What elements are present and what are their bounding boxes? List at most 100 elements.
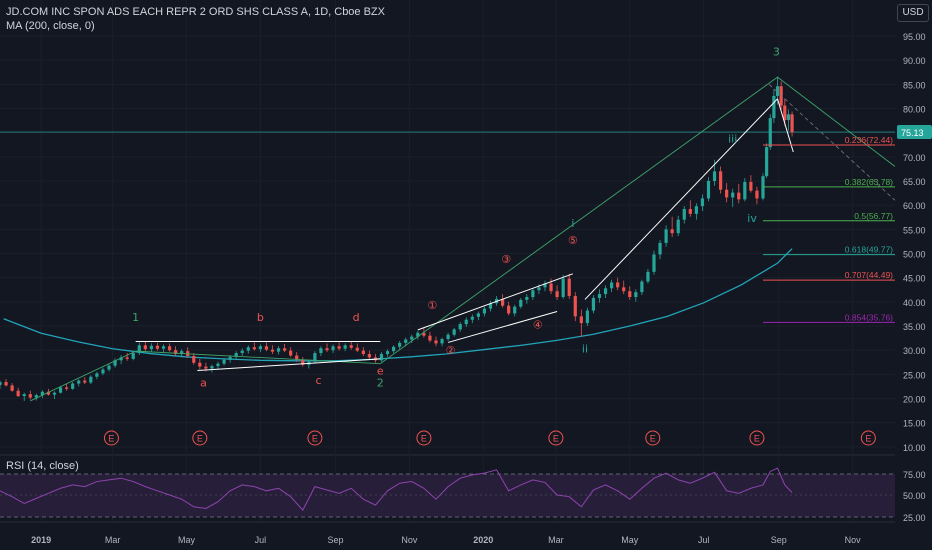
candle-body: [634, 292, 638, 297]
time-tick-label: Nov: [845, 535, 862, 545]
time-tick-label: Mar: [548, 535, 564, 545]
candle-body: [58, 387, 63, 393]
price-tick-label: 95.00: [903, 32, 926, 42]
candle-body: [167, 346, 172, 351]
ma-200-line: [3, 248, 793, 362]
time-tick-label: Jul: [255, 535, 267, 545]
wave-label: ⑤: [568, 234, 578, 247]
candle-body: [749, 181, 753, 191]
wave-label: c: [315, 374, 321, 387]
candle-body: [198, 362, 202, 367]
candle-body: [688, 209, 692, 214]
wave-annotations: [30, 76, 896, 402]
price-tick-label: 55.00: [903, 225, 926, 235]
fib-level-label: 0.707(44.49): [845, 270, 893, 280]
candle-body: [452, 329, 456, 335]
candle-body: [573, 296, 577, 317]
candle-body: [549, 283, 553, 292]
price-tick-label: 30.00: [903, 346, 926, 356]
candle-body: [434, 340, 438, 344]
candle-body: [700, 198, 705, 207]
candle-body: [216, 363, 220, 367]
price-tick-label: 60.00: [903, 201, 926, 211]
earnings-marker-label: E: [650, 434, 656, 444]
earnings-marker: [103, 430, 119, 446]
rsi-tick-label: 25.00: [903, 513, 926, 523]
earnings-marker: [192, 430, 208, 446]
wave-label: 3: [773, 45, 780, 58]
candle-body: [0, 382, 2, 385]
earnings-marker-label: E: [553, 434, 559, 444]
candle-body: [289, 350, 293, 356]
candle-body: [404, 339, 408, 343]
candle-body: [470, 316, 474, 320]
price-axis-area: [895, 0, 932, 550]
earnings-markers: EEEEEEEEE: [103, 430, 876, 446]
earnings-marker-label: E: [754, 434, 760, 444]
candle-body: [597, 294, 602, 298]
candle-body: [416, 332, 420, 337]
wave-label: ii: [582, 343, 588, 356]
candle-body: [228, 356, 232, 360]
candle-body: [543, 283, 547, 288]
candle-body: [119, 357, 123, 361]
price-tick-label: 90.00: [903, 56, 926, 66]
earnings-marker-label: E: [197, 434, 203, 444]
candle-body: [712, 171, 717, 181]
time-tick-label: Sep: [327, 535, 343, 545]
time-tick-label: May: [621, 535, 639, 545]
candle-body: [22, 394, 26, 397]
wave-label: ③: [501, 253, 511, 266]
candle-body: [355, 347, 359, 351]
candle-body: [240, 350, 244, 354]
candle-body: [258, 346, 262, 350]
candle-body: [40, 391, 44, 396]
price-tick-label: 80.00: [903, 105, 926, 115]
last-price-label: 75.13: [901, 128, 924, 138]
wave-label: iii: [728, 132, 737, 145]
earnings-marker: [307, 430, 323, 446]
candle-body: [77, 380, 81, 384]
time-tick-label: 2020: [473, 535, 493, 545]
candle-body: [694, 206, 698, 214]
candle-body: [16, 390, 20, 397]
earnings-marker-label: E: [865, 434, 871, 444]
ma-legend: MA (200, close, 0): [6, 20, 95, 32]
candle-body: [192, 355, 196, 363]
wedge-upper-line: [417, 273, 574, 331]
time-tick-label: Jul: [698, 535, 710, 545]
earnings-marker: [645, 430, 661, 446]
candle-body: [488, 303, 493, 309]
candle-body: [410, 336, 414, 340]
candle-body: [95, 373, 99, 377]
candle-body: [652, 254, 656, 272]
candle-body: [125, 357, 129, 359]
candle-body: [482, 308, 487, 314]
candle-body: [640, 281, 644, 293]
earnings-marker-label: E: [421, 434, 427, 444]
candle-body: [246, 347, 250, 351]
triangle-lower-line: [197, 358, 381, 371]
earnings-marker: [749, 430, 765, 446]
candle-body: [772, 95, 776, 119]
currency-selector[interactable]: USD: [897, 4, 929, 22]
candle-body: [71, 383, 75, 389]
candle-body: [790, 114, 794, 133]
time-tick-label: May: [178, 535, 196, 545]
candle-body: [361, 350, 365, 355]
price-tick-label: 45.00: [903, 274, 926, 284]
candle-body: [349, 345, 353, 348]
fib-level-label: 0.854(35.76): [845, 312, 893, 322]
wave-label: ①: [427, 299, 437, 312]
candle-body: [561, 278, 565, 297]
candle-body: [525, 297, 529, 300]
candle-body: [768, 118, 772, 148]
candle-body: [392, 346, 396, 352]
candle-body: [519, 299, 523, 307]
rsi-band: [0, 474, 895, 517]
candle-body: [131, 353, 135, 359]
candle-body: [313, 353, 317, 362]
candle-body: [283, 348, 287, 351]
earnings-marker: [416, 430, 432, 446]
